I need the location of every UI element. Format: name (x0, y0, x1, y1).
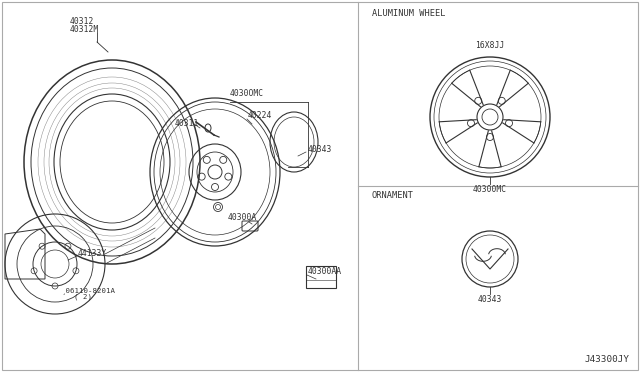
Text: 40343: 40343 (478, 295, 502, 304)
Text: ¸06110-8201A: ¸06110-8201A (62, 287, 116, 294)
Text: 40300MC: 40300MC (473, 185, 507, 193)
Text: 16X8JJ: 16X8JJ (476, 42, 504, 51)
Text: ORNAMENT: ORNAMENT (372, 191, 414, 200)
Text: 40300A: 40300A (228, 214, 257, 222)
Text: J43300JY: J43300JY (585, 355, 630, 364)
Text: 40300AA: 40300AA (308, 267, 342, 276)
Text: 4030OMC: 4030OMC (230, 90, 264, 99)
Text: ALUMINUM WHEEL: ALUMINUM WHEEL (372, 9, 445, 18)
Text: 40312M: 40312M (70, 25, 99, 33)
Text: 40224: 40224 (248, 112, 273, 121)
Text: 40343: 40343 (308, 145, 332, 154)
Text: 40312: 40312 (70, 16, 94, 26)
Text: 40311: 40311 (175, 119, 200, 128)
Bar (306, 266, 336, 288)
Text: ( 2): ( 2) (74, 294, 92, 301)
Text: 44133Y: 44133Y (78, 248, 108, 257)
